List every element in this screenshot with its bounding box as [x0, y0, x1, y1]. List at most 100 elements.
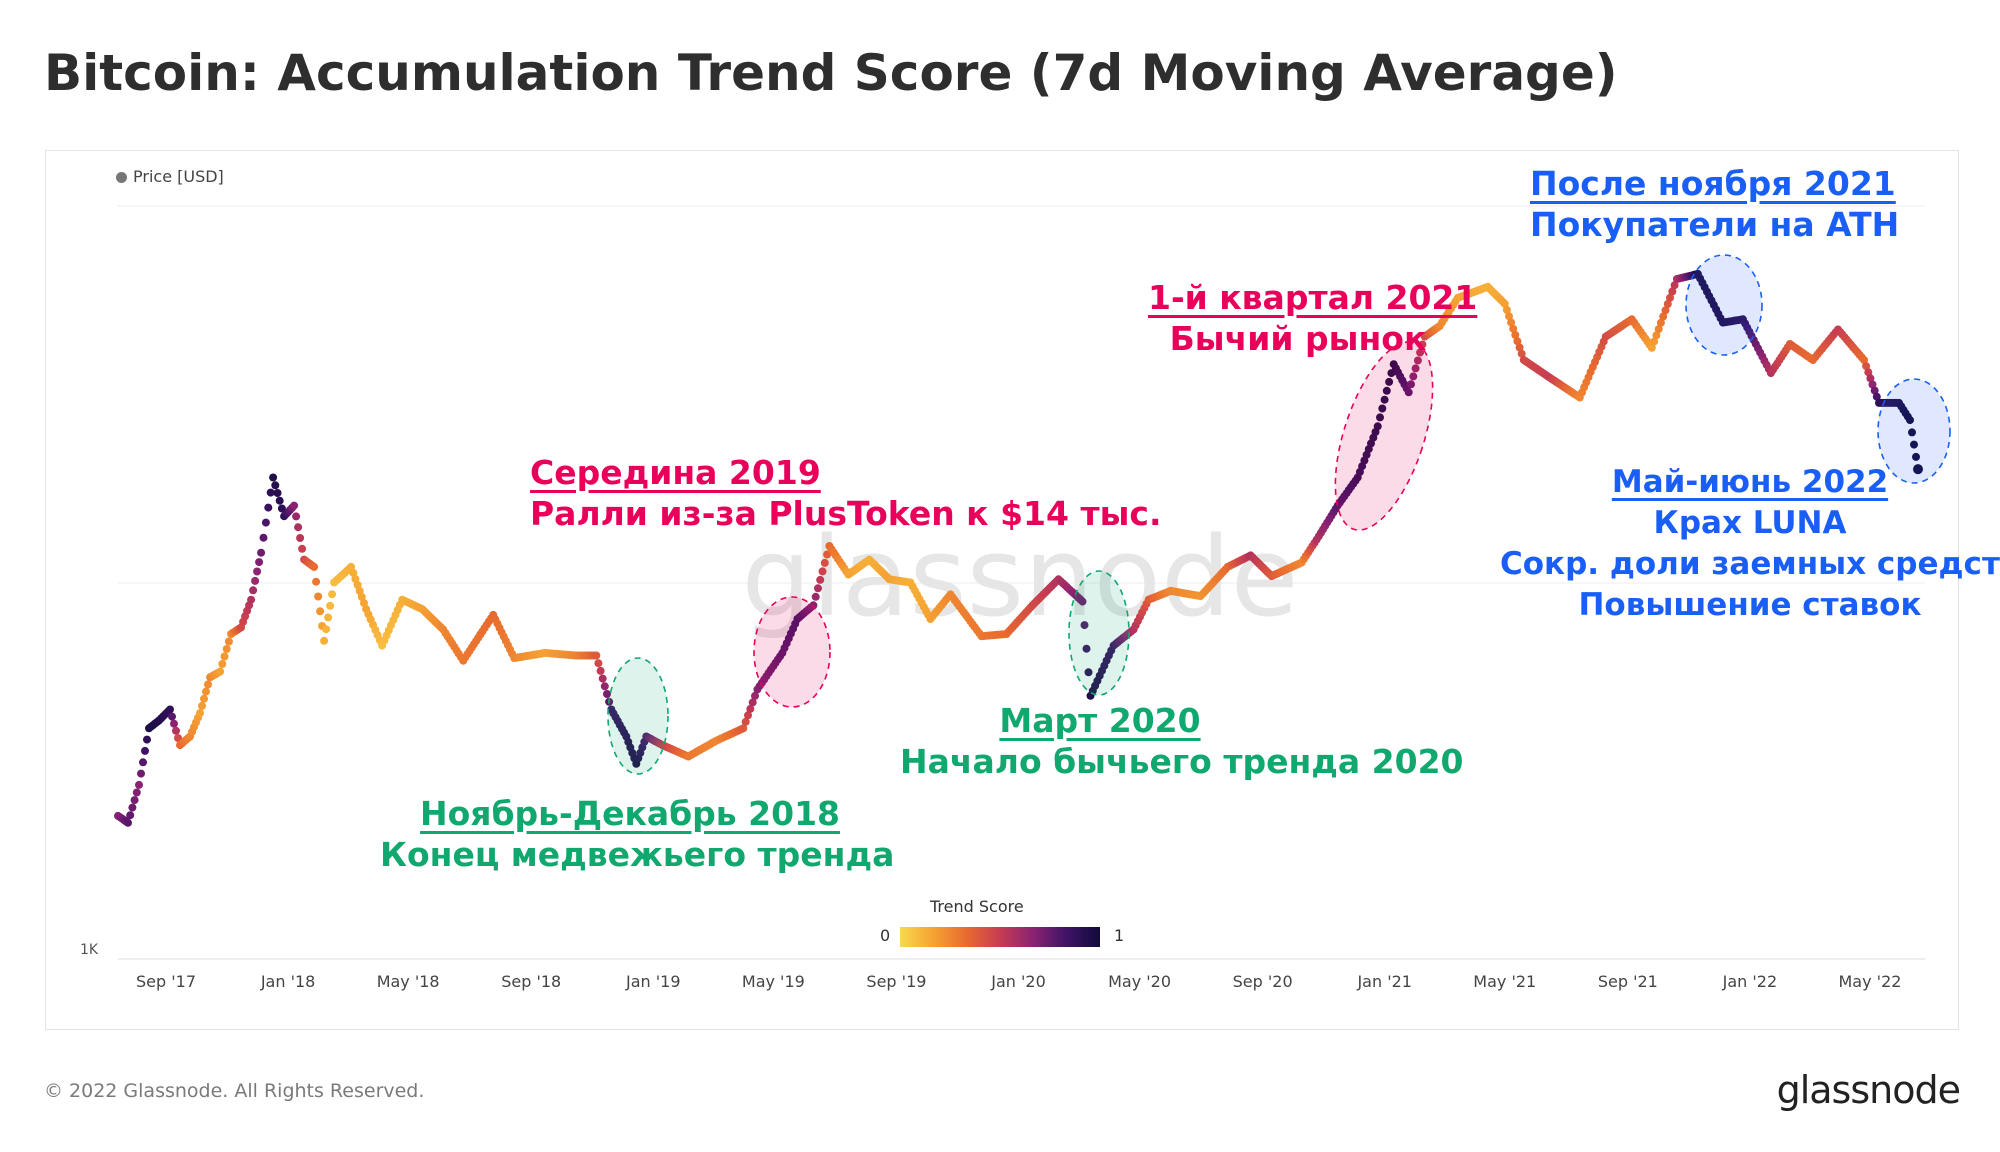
price-point: [1647, 343, 1656, 352]
price-point: [598, 674, 607, 683]
price-point: [166, 705, 174, 714]
colorbar: [900, 927, 1100, 947]
price-point: [349, 568, 358, 577]
price-point: [1906, 416, 1914, 425]
price-point: [1663, 300, 1672, 308]
price-point: [218, 660, 227, 668]
price-point: [326, 601, 335, 610]
colorbar-max: 1: [1114, 926, 1125, 945]
x-tick-label: Jan '21: [1356, 972, 1412, 991]
price-point: [739, 724, 748, 733]
price-point: [1862, 362, 1871, 371]
series-legend-label: Price [USD]: [133, 167, 224, 186]
price-point: [1376, 413, 1384, 422]
annotation-mid2019-heading: Середина 2019: [530, 453, 821, 492]
price-point: [143, 735, 151, 744]
colorbar-title: Trend Score: [930, 897, 1024, 916]
price-point: [170, 719, 178, 728]
price-point: [347, 562, 356, 571]
price-point: [351, 575, 360, 583]
ellipse-may2022: [1877, 378, 1951, 484]
price-point: [814, 584, 822, 593]
price-point: [253, 567, 262, 576]
price-point: [273, 489, 282, 497]
price-point: [292, 512, 301, 521]
price-point: [1416, 348, 1425, 357]
price-point: [1666, 293, 1674, 302]
price-point: [249, 586, 258, 595]
x-tick-label: May '19: [742, 972, 805, 991]
price-point: [198, 701, 206, 710]
price-point: [1868, 380, 1877, 389]
price-point: [594, 659, 603, 668]
price-point: [269, 473, 278, 482]
chart-frame: [45, 150, 1959, 1030]
x-tick-label: Sep '17: [136, 972, 196, 991]
annotation-nov2021: После ноября 2021 Покупатели на ATH: [1530, 163, 1900, 245]
price-point: [1409, 372, 1418, 381]
price-point: [1661, 306, 1670, 315]
price-point: [1912, 464, 1923, 475]
price-point: [823, 550, 832, 559]
page-title: Bitcoin: Accumulation Trend Score (7d Mo…: [44, 44, 1618, 102]
price-point: [596, 666, 605, 675]
annotation-q1-2021-heading: 1-й квартал 2021: [1148, 278, 1478, 317]
price-point: [1668, 287, 1677, 296]
price-point: [124, 818, 132, 827]
price-point: [328, 590, 337, 599]
price-point: [1382, 386, 1391, 395]
price-point: [1650, 337, 1659, 346]
price-point: [1080, 621, 1089, 630]
price-point: [141, 746, 149, 755]
price-point: [744, 711, 752, 720]
x-tick-label: May '20: [1108, 972, 1171, 991]
price-point: [1373, 422, 1382, 431]
price-point: [132, 788, 141, 797]
ellipse-mid2019: [753, 596, 831, 708]
price-point: [312, 577, 321, 586]
ellipse-mar2020: [1068, 570, 1130, 696]
price-point: [1872, 392, 1881, 401]
annotation-mid2019-line: Ралли из-за PlusToken к $14 тыс.: [530, 494, 1162, 533]
x-tick-label: Sep '18: [501, 972, 561, 991]
x-tick-label: Jan '22: [1722, 972, 1778, 991]
annotation-may2022-line-1: Крах LUNA: [1653, 505, 1847, 541]
colorbar-min: 0: [880, 926, 891, 945]
x-tick-label: Jan '19: [625, 972, 681, 991]
annotation-nov2021-heading: После ноября 2021: [1530, 164, 1896, 203]
price-point: [220, 652, 229, 661]
price-point: [1517, 349, 1526, 358]
price-point: [353, 581, 362, 589]
price-point: [314, 592, 323, 601]
price-point: [251, 576, 260, 585]
series-legend[interactable]: Price [USD]: [116, 167, 224, 186]
x-tick-label: Sep '19: [866, 972, 926, 991]
price-point: [1500, 299, 1509, 308]
price-point: [224, 637, 233, 646]
price-point: [1082, 644, 1091, 653]
price-point: [1407, 380, 1415, 389]
annotation-nov2021-line: Покупатели на ATH: [1530, 205, 1900, 244]
price-point: [1509, 324, 1518, 333]
price-point: [204, 680, 212, 689]
price-point: [247, 595, 256, 604]
price-point: [168, 712, 176, 721]
price-point: [820, 558, 829, 567]
x-tick-label: Jan '18: [260, 972, 316, 991]
price-point: [266, 488, 275, 497]
price-point: [200, 694, 208, 703]
price-point: [1908, 428, 1916, 437]
price-point: [294, 523, 303, 532]
price-point: [261, 518, 270, 527]
x-tick-label: Sep '21: [1598, 972, 1658, 991]
price-point: [751, 691, 759, 700]
x-tick-label: May '22: [1839, 972, 1902, 991]
glassnode-logo[interactable]: glassnode: [1776, 1068, 1961, 1112]
price-point: [135, 780, 143, 789]
price-point: [360, 599, 368, 608]
price-point: [600, 682, 609, 691]
price-point: [1511, 331, 1520, 339]
annotation-mar2020: Март 2020 Начало бычьего тренда 2020: [900, 700, 1464, 782]
price-point: [172, 726, 180, 735]
